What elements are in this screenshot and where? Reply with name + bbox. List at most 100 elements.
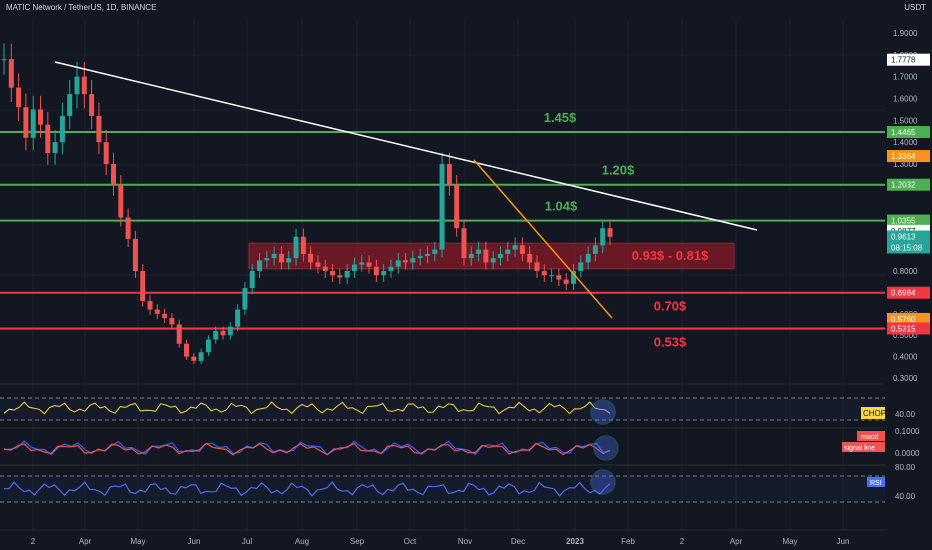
axis-bg — [885, 0, 932, 550]
x-tick: Feb — [621, 537, 635, 546]
x-tick: Apr — [79, 537, 92, 546]
candle-body — [351, 264, 357, 271]
price-tag — [887, 214, 930, 227]
candle-body — [300, 236, 306, 254]
time-axis: 2 Apr May Jun Jul Aug Sep Oct Nov Dec 2023 Feb 2 Apr M… — [0, 529, 885, 546]
candle-body — [169, 318, 175, 325]
candle-body — [191, 356, 197, 361]
price-tag — [887, 322, 930, 335]
candle-body — [81, 76, 87, 95]
rsi-label: RSI — [870, 480, 882, 487]
indicator-panes — [0, 383, 885, 503]
price-tag-text: 1.0355 — [891, 217, 916, 226]
candle-body — [366, 262, 372, 267]
price-tag-text: 1.3364 — [891, 152, 916, 161]
candle-body — [315, 262, 321, 267]
y-tick: 0.5000 — [893, 331, 918, 340]
candle-body — [556, 275, 562, 280]
rsi-tick: 40.00 — [895, 492, 916, 501]
candle-body — [570, 271, 576, 284]
candle-body — [227, 326, 233, 336]
x-tick: Oct — [404, 537, 417, 546]
level-label: 1.45$ — [544, 110, 577, 125]
candle-body — [74, 76, 80, 95]
candle-body — [490, 258, 496, 263]
signal-label: signal line — [844, 445, 875, 452]
candle-body — [30, 109, 36, 138]
candle-body — [454, 185, 460, 229]
currency-label: USDT — [904, 3, 926, 12]
macd-label: macd — [861, 434, 878, 441]
candle-body — [359, 262, 365, 265]
rsi-line — [3, 481, 611, 497]
rsi-tick: 80.00 — [895, 463, 916, 472]
candle-body — [410, 258, 416, 263]
candle-body — [563, 279, 569, 284]
rsi-tag — [867, 477, 885, 487]
level-label: 1.04$ — [545, 199, 578, 214]
candle-body — [286, 258, 292, 263]
price-tag-text: 1.4465 — [891, 128, 916, 137]
signal-line — [3, 442, 611, 456]
chop-pane-bg — [0, 398, 885, 420]
candle-body — [257, 260, 263, 271]
chart-title: MATIC Network / TetherUS, 1D, BINANCE — [6, 3, 157, 12]
candle-body — [198, 352, 204, 361]
candle-body — [512, 245, 518, 250]
candle-body — [600, 228, 606, 246]
candle-body — [519, 245, 525, 254]
candle-body — [89, 94, 95, 116]
trend-lines — [54, 61, 758, 319]
x-tick: May — [130, 537, 145, 546]
candle-body — [220, 330, 226, 336]
candle-body — [432, 249, 438, 254]
resistance-trendline — [54, 61, 758, 231]
chop-line — [3, 401, 611, 415]
level-label: 1.20$ — [602, 163, 635, 178]
price-tag-text: 0.9613 — [891, 232, 916, 241]
zone-label: 0.93$ - 0.81$ — [632, 248, 709, 263]
candle-body — [59, 115, 65, 143]
candle-body — [184, 343, 190, 357]
candle-body — [592, 245, 598, 254]
y-tick: 1.4000 — [893, 138, 918, 147]
candle-body — [534, 262, 540, 271]
candle-body — [205, 339, 211, 353]
candle-body — [308, 253, 314, 263]
candle-body — [235, 309, 241, 327]
x-tick: 2023 — [566, 537, 584, 546]
candle-body — [23, 107, 29, 138]
price-tag — [887, 230, 930, 243]
price-tag — [887, 150, 930, 163]
x-tick: Jun — [188, 537, 201, 546]
candle-body — [461, 228, 467, 259]
macd-tick: 0.0000 — [895, 449, 920, 458]
chop-label: CHOP — [863, 409, 886, 418]
candle-body — [344, 271, 350, 278]
candle-body — [162, 313, 168, 319]
chop-tick: 40.00 — [895, 410, 916, 419]
x-tick: 2 — [31, 537, 36, 546]
price-tag-text: 1.7778 — [891, 56, 916, 65]
chop-tag — [861, 407, 885, 419]
candle-body — [1, 59, 7, 61]
candle-body — [154, 309, 160, 314]
x-tick: 2 — [680, 537, 685, 546]
candle-body — [388, 266, 394, 271]
candle-body — [249, 271, 255, 289]
y-tick: 1.9000 — [893, 29, 918, 38]
candle-body — [132, 238, 138, 271]
rsi-pane-bg — [0, 476, 885, 502]
price-tag-text: 0.5760 — [891, 315, 916, 324]
candle-body — [264, 258, 270, 261]
price-tag — [887, 241, 930, 254]
price-tag-text: 0.6984 — [891, 289, 916, 298]
highlight-circle — [590, 399, 616, 425]
x-tick: Aug — [295, 537, 309, 546]
candle-body — [147, 300, 153, 310]
candle-body — [337, 275, 343, 278]
level-label: 0.53$ — [654, 334, 687, 349]
candle-body — [67, 94, 73, 116]
candle-body — [505, 249, 511, 254]
y-tick: 0.8000 — [893, 267, 918, 276]
